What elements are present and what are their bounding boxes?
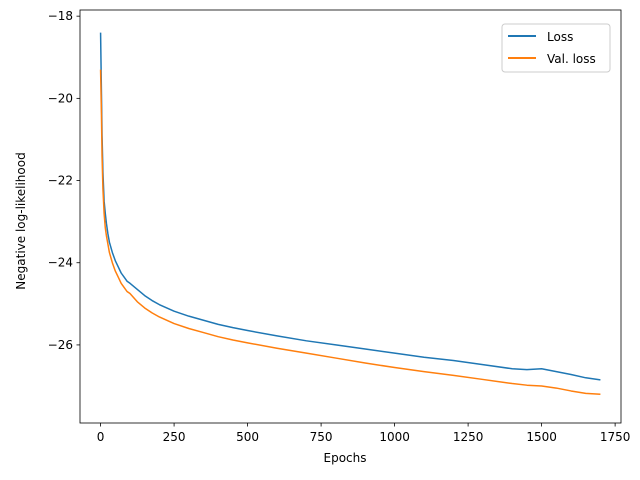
axes-frame (79, 9, 622, 424)
x-axis: 0 250 500 750 1000 1250 1500 1750 (97, 423, 631, 444)
x-tick-label: 750 (310, 430, 333, 444)
legend-label-val-loss: Val. loss (547, 52, 596, 66)
x-tick-label: 500 (236, 430, 259, 444)
x-axis-label: Epochs (324, 451, 367, 465)
y-tick-label: −22 (48, 174, 73, 188)
x-tick-label: 1000 (379, 430, 410, 444)
plot-area (99, 32, 601, 395)
legend: Loss Val. loss (501, 23, 611, 73)
series-line-1 (99, 69, 601, 395)
x-tick-label: 250 (163, 430, 186, 444)
legend-label-loss: Loss (547, 30, 573, 44)
y-tick-label: −24 (48, 256, 73, 270)
y-axis-label: Negative log-likelihood (14, 152, 28, 289)
y-axis: −26 −24 −22 −20 −18 (48, 9, 80, 352)
x-tick-label: 0 (97, 430, 105, 444)
y-tick-label: −20 (48, 91, 73, 105)
y-tick-label: −26 (48, 338, 73, 352)
x-tick-label: 1500 (526, 430, 557, 444)
series-line-0 (99, 32, 601, 381)
y-tick-label: −18 (48, 9, 73, 23)
x-tick-label: 1750 (600, 430, 631, 444)
x-tick-label: 1250 (453, 430, 484, 444)
